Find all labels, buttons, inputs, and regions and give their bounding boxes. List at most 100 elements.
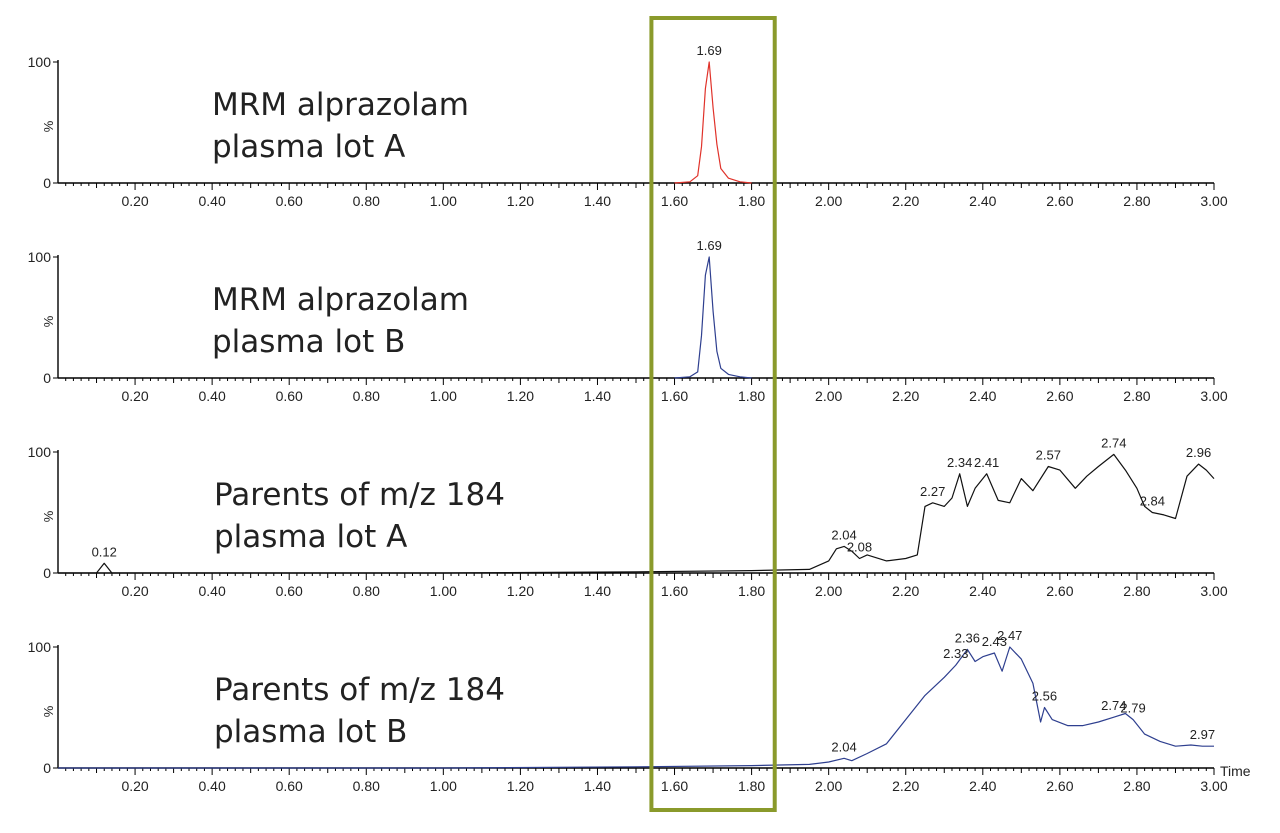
peak-label: 2.33 [943, 646, 968, 661]
x-tick-label: 1.60 [661, 583, 688, 599]
x-tick-label: 0.60 [276, 583, 303, 599]
peak-label: 1.69 [697, 238, 722, 253]
y-tick-label: 0 [43, 760, 51, 776]
panel-title-line: MRM alprazolam [212, 282, 469, 318]
x-tick-label: 2.60 [1046, 583, 1073, 599]
x-tick-label: 1.40 [584, 778, 611, 794]
x-tick-label: 0.80 [353, 388, 380, 404]
x-tick-label: 0.40 [199, 583, 226, 599]
x-tick-label: 0.60 [276, 778, 303, 794]
series-line [674, 61, 752, 184]
y-axis-label: % [41, 120, 56, 132]
panel-title-line: plasma lot A [214, 519, 407, 555]
x-tick-label: 1.60 [661, 778, 688, 794]
panel-title-line: plasma lot B [214, 714, 407, 750]
x-tick-label: 1.00 [430, 583, 457, 599]
retention-window-box [649, 16, 777, 812]
peak-label: 2.57 [1036, 448, 1061, 463]
x-tick-label: 2.60 [1046, 193, 1073, 209]
x-tick-label: 1.20 [507, 778, 534, 794]
x-tick-label: 0.20 [121, 388, 148, 404]
x-tick-label: 1.00 [430, 388, 457, 404]
x-tick-label: 1.80 [738, 778, 765, 794]
x-tick-label: 1.60 [661, 388, 688, 404]
x-tick-label: 1.20 [507, 583, 534, 599]
y-tick-label: 0 [43, 175, 51, 191]
x-tick-label: 2.20 [892, 583, 919, 599]
x-tick-label: 2.00 [815, 583, 842, 599]
x-tick-label: 3.00 [1200, 583, 1227, 599]
chromatogram-panel-2: 0.20 0.40 0.60 0.80 1.00 1.20 1.40 1.60 1.80 2.00… [28, 238, 1228, 404]
x-tick-label: 1.00 [430, 193, 457, 209]
peak-label: 2.04 [831, 527, 856, 542]
y-axis-label: % [41, 510, 56, 522]
x-tick-label: 2.40 [969, 193, 996, 209]
x-tick-label: 2.40 [969, 388, 996, 404]
peak-label: 2.04 [831, 739, 856, 754]
y-axis-label: % [41, 705, 56, 717]
panel-title-line: plasma lot A [212, 129, 405, 165]
x-tick-label: 1.20 [507, 193, 534, 209]
x-tick-label: 2.20 [892, 778, 919, 794]
x-tick-label: 0.20 [121, 778, 148, 794]
peak-label: 2.27 [920, 484, 945, 499]
series-line [674, 256, 752, 379]
x-axis-label: Time [1220, 763, 1251, 779]
x-tick-label: 3.00 [1200, 193, 1227, 209]
chromatogram-panel-1: 0.20 0.40 0.60 0.80 1.00 1.20 1.40 1.60 1.80 2.00… [28, 43, 1228, 209]
peak-label: 2.36 [955, 630, 980, 645]
x-tick-label: 3.00 [1200, 778, 1227, 794]
peak-label: 2.41 [974, 455, 999, 470]
x-tick-label: 2.20 [892, 193, 919, 209]
panel-title-line: Parents of m/z 184 [214, 672, 505, 708]
x-tick-label: 1.80 [738, 388, 765, 404]
x-tick-label: 1.60 [661, 193, 688, 209]
x-tick-label: 2.80 [1123, 778, 1150, 794]
y-axis-label: % [41, 315, 56, 327]
x-tick-label: 1.80 [738, 193, 765, 209]
x-tick-label: 1.80 [738, 583, 765, 599]
peak-label: 2.97 [1190, 727, 1215, 742]
x-tick-label: 2.80 [1123, 388, 1150, 404]
y-tick-label: 0 [43, 565, 51, 581]
x-tick-label: 1.40 [584, 193, 611, 209]
x-tick-label: 1.40 [584, 388, 611, 404]
y-tick-label: 0 [43, 370, 51, 386]
peak-label: 2.34 [947, 455, 972, 470]
peak-label: 2.74 [1101, 698, 1126, 713]
x-tick-label: 2.80 [1123, 583, 1150, 599]
x-axis-ticks [65, 183, 1215, 190]
x-tick-label: 0.40 [199, 193, 226, 209]
x-tick-label: 2.00 [815, 778, 842, 794]
series-line [58, 453, 1215, 574]
chromatogram-panel-3: 0.20 0.40 0.60 0.80 1.00 1.20 1.40 1.60 1.80 2.00… [28, 435, 1228, 599]
peak-label: 2.56 [1032, 689, 1057, 704]
x-tick-label: 0.40 [199, 388, 226, 404]
x-tick-label: 0.60 [276, 388, 303, 404]
x-tick-label: 1.40 [584, 583, 611, 599]
peak-label: 2.79 [1120, 701, 1145, 716]
series-line [58, 646, 1214, 769]
peak-label: 2.08 [847, 539, 872, 554]
peak-label: 2.74 [1101, 435, 1126, 450]
peak-label: 0.12 [92, 544, 117, 559]
panel-title-line: Parents of m/z 184 [214, 477, 505, 513]
x-tick-label: 0.80 [353, 193, 380, 209]
x-tick-label: 0.80 [353, 583, 380, 599]
x-tick-label: 2.40 [969, 583, 996, 599]
peak-label: 1.69 [697, 43, 722, 58]
peak-label: 2.43 [982, 634, 1007, 649]
y-tick-label: 100 [28, 444, 52, 460]
x-tick-label: 0.60 [276, 193, 303, 209]
peak-label: 2.84 [1140, 494, 1165, 509]
x-tick-label: 1.20 [507, 388, 534, 404]
x-tick-label: 1.00 [430, 778, 457, 794]
x-tick-label: 2.80 [1123, 193, 1150, 209]
peak-label: 2.47 [997, 628, 1022, 643]
x-tick-label: 2.60 [1046, 388, 1073, 404]
x-axis-ticks [65, 768, 1215, 775]
y-tick-label: 100 [28, 639, 52, 655]
x-tick-label: 2.40 [969, 778, 996, 794]
x-tick-label: 3.00 [1200, 388, 1227, 404]
